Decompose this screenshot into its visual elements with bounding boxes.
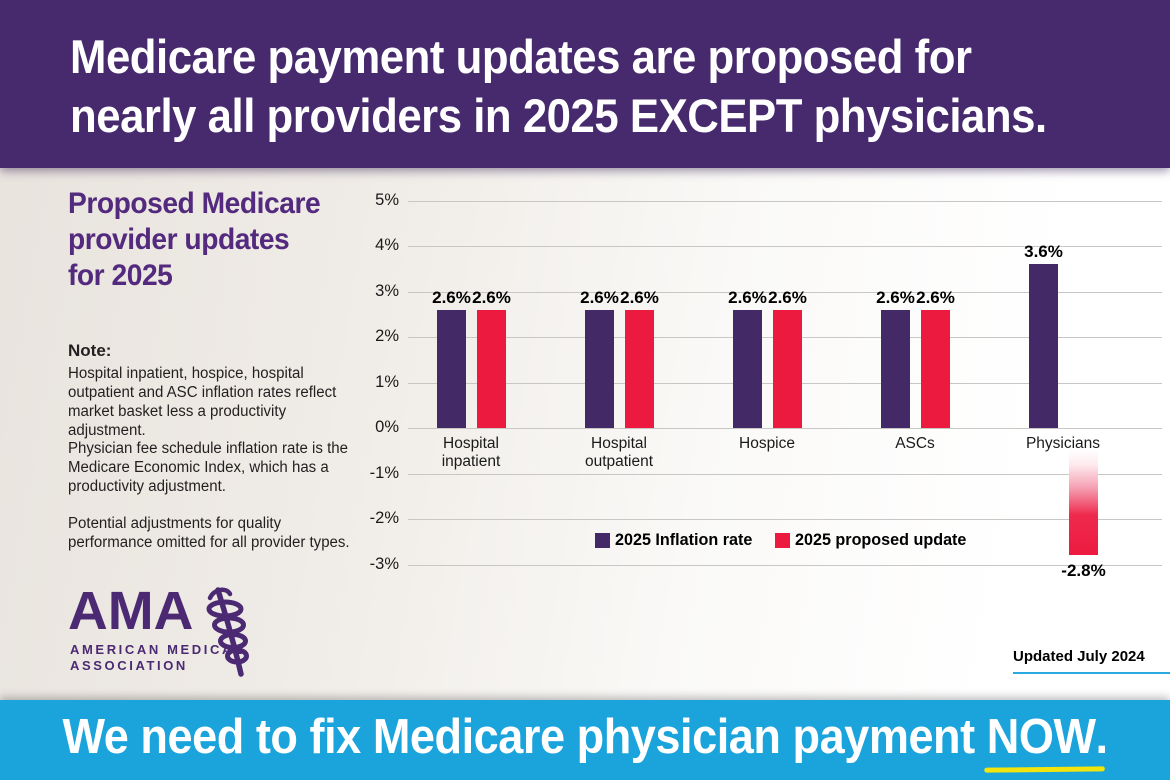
note-paragraph-3: Potential adjustments for quality perfor… — [68, 515, 350, 551]
gridline — [408, 201, 1162, 202]
y-tick-label: -3% — [369, 555, 399, 573]
chart-legend: 2025 Inflation rate 2025 proposed update — [408, 530, 1162, 550]
gridline — [408, 428, 1162, 429]
chart-title-line-1: Proposed Medicare — [68, 187, 321, 220]
bar-inflation-rate — [437, 310, 466, 428]
category-label: ASCs — [895, 435, 935, 452]
note-paragraph-1: Hospital inpatient, hospice, hospital ou… — [68, 365, 337, 439]
updated-date: Updated July 2024 — [1013, 648, 1170, 674]
bar-proposed-update — [477, 310, 506, 428]
legend-swatch — [594, 532, 610, 548]
legend-label: 2025 Inflation rate — [614, 530, 752, 549]
bar-value-label: 2.6% — [728, 288, 767, 307]
y-tick-label: 0% — [375, 418, 399, 436]
legend-swatch — [775, 532, 791, 548]
chart-title-line-2: provider updates — [68, 223, 290, 256]
y-tick-label: 3% — [375, 282, 399, 300]
legend-item: 2025 Inflation rate — [594, 530, 760, 550]
bar-inflation-rate — [1029, 264, 1058, 428]
bar-value-label: -2.8% — [1061, 561, 1106, 580]
y-tick-label: -1% — [369, 464, 399, 482]
footer-highlight-now: NOW — [986, 710, 1096, 764]
category-label: Hospital outpatient — [584, 435, 654, 470]
headline: Medicare payment updates are proposed fo… — [70, 27, 1047, 145]
y-tick-label: -2% — [369, 509, 399, 527]
note-heading: Note: — [68, 341, 112, 360]
bar-value-label: 2.6% — [432, 288, 471, 307]
headline-line-1: Medicare payment updates are proposed fo… — [70, 30, 972, 83]
note-paragraph-2: Physician fee schedule inflation rate is… — [68, 440, 348, 495]
ama-logo: AMA AMERICAN MEDICAL ASSOCIATION — [68, 584, 268, 679]
ama-logo-acronym: AMA — [68, 581, 194, 641]
footer-period: . — [1095, 710, 1109, 764]
bar-value-label: 2.6% — [620, 288, 659, 307]
gridline — [408, 292, 1162, 293]
footer-banner: We need to fix Medicare physician paymen… — [0, 700, 1170, 780]
gridline — [408, 565, 1162, 566]
bar-inflation-rate — [733, 310, 762, 428]
category-label: Physicians — [1025, 435, 1101, 452]
ama-logo-line-1: AMERICAN MEDICAL — [70, 642, 245, 657]
bar-value-label: 2.6% — [916, 288, 955, 307]
gridline — [408, 519, 1162, 520]
bar-inflation-rate — [585, 310, 614, 428]
category-label: Hospital inpatient — [441, 435, 501, 470]
y-tick-label: 2% — [375, 327, 399, 345]
ama-logo-line-2: ASSOCIATION — [70, 658, 188, 673]
chart-title: Proposed Medicare provider updates for 2… — [68, 186, 321, 294]
footer-message-text: We need to fix Medicare physician paymen… — [62, 710, 987, 764]
gridline — [408, 246, 1162, 247]
bar-proposed-update — [773, 310, 802, 428]
bar-proposed-update — [625, 310, 654, 428]
bar-value-label: 2.6% — [876, 288, 915, 307]
bar-value-label: 3.6% — [1024, 242, 1063, 261]
y-tick-label: 1% — [375, 373, 399, 391]
gridline — [408, 474, 1162, 475]
bar-value-label: 2.6% — [472, 288, 511, 307]
caduceus-icon — [206, 587, 249, 677]
legend-label: 2025 proposed update — [795, 530, 967, 549]
chart-title-line-3: for 2025 — [68, 259, 173, 292]
bar-proposed-update-negative — [1069, 450, 1098, 555]
category-label: Hospice — [739, 435, 795, 452]
bar-value-label: 2.6% — [768, 288, 807, 307]
legend-item: 2025 proposed update — [775, 530, 975, 550]
y-tick-label: 4% — [375, 236, 399, 254]
bar-value-label: 2.6% — [580, 288, 619, 307]
bar-proposed-update — [921, 310, 950, 428]
y-tick-label: 5% — [375, 191, 399, 209]
headline-line-2: nearly all providers in 2025 EXCEPT phys… — [70, 89, 1047, 142]
bar-inflation-rate — [881, 310, 910, 428]
footer-message: We need to fix Medicare physician paymen… — [62, 709, 1109, 765]
header-banner: Medicare payment updates are proposed fo… — [0, 0, 1170, 168]
